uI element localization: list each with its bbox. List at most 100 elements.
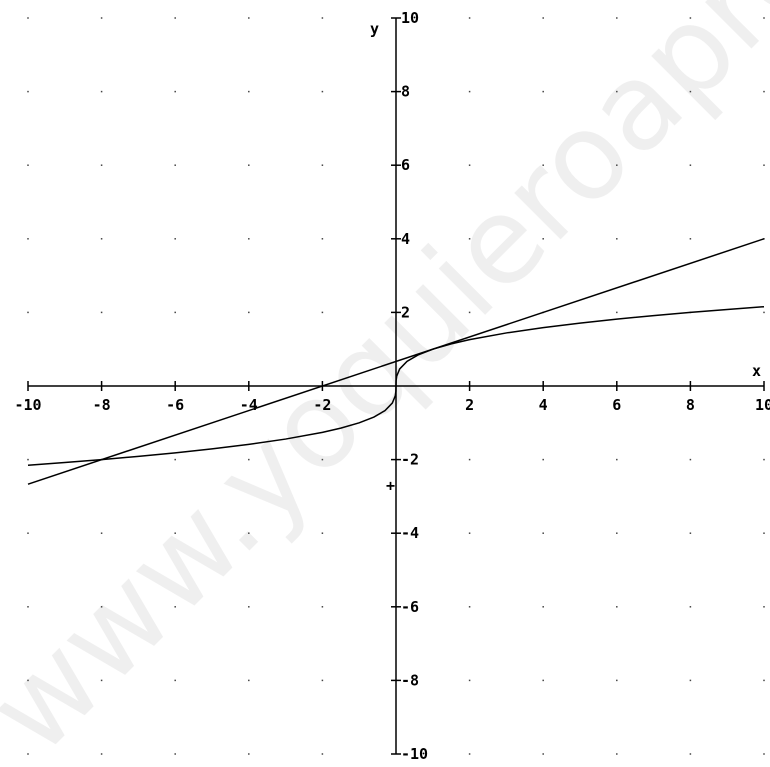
grid-dot xyxy=(689,90,692,93)
grid-dot xyxy=(542,458,544,461)
grid-dot xyxy=(763,164,765,166)
grid-dot xyxy=(174,679,176,682)
grid-dot xyxy=(763,458,765,461)
grid-dot xyxy=(174,458,176,461)
y-tick-label: -2 xyxy=(401,451,419,469)
grid-dot xyxy=(689,164,692,166)
y-tick-label: 6 xyxy=(401,156,410,174)
grid-dots xyxy=(27,17,765,755)
y-tick-label: -4 xyxy=(401,524,419,542)
grid-dot xyxy=(100,90,103,93)
grid-dot xyxy=(248,311,250,314)
grid-dot xyxy=(321,238,324,240)
grid-dot xyxy=(100,17,103,19)
grid-dot xyxy=(321,753,324,755)
series-layer xyxy=(27,238,765,485)
grid-dot xyxy=(763,532,765,534)
grid-dot xyxy=(100,164,103,166)
grid-dot xyxy=(542,753,544,755)
grid-dot xyxy=(100,606,103,608)
x-tick-label: -2 xyxy=(313,396,331,414)
grid-dot xyxy=(248,606,250,608)
grid-dot xyxy=(763,90,765,93)
grid-dot xyxy=(321,311,324,314)
annotation-marker: + xyxy=(386,476,395,494)
grid-dot xyxy=(27,606,29,608)
grid-dot xyxy=(468,311,471,314)
x-tick-label: 8 xyxy=(686,396,695,414)
grid-dot xyxy=(689,458,692,461)
x-tick-label: -6 xyxy=(166,396,184,414)
y-tick-label: 2 xyxy=(401,303,410,321)
x-tick-label: 10 xyxy=(755,396,770,414)
grid-dot xyxy=(248,90,250,93)
annotations: + xyxy=(386,476,395,494)
grid-dot xyxy=(542,238,544,240)
grid-dot xyxy=(542,679,544,682)
grid-dot xyxy=(763,606,765,608)
grid-dot xyxy=(542,164,544,166)
grid-dot xyxy=(542,17,544,19)
grid-dot xyxy=(248,164,250,166)
grid-dot xyxy=(174,606,176,608)
grid-dot xyxy=(321,90,324,93)
grid-dot xyxy=(321,17,324,19)
grid-dot xyxy=(468,606,471,608)
series-line-1 xyxy=(27,305,765,467)
grid-dot xyxy=(689,532,692,534)
grid-dot xyxy=(27,90,29,93)
y-tick-label: 10 xyxy=(401,9,419,27)
grid-dot xyxy=(542,606,544,608)
grid-dot xyxy=(468,679,471,682)
x-tick-label: 6 xyxy=(612,396,621,414)
grid-dot xyxy=(763,17,765,19)
grid-dot xyxy=(27,238,29,240)
grid-dot xyxy=(174,238,176,240)
grid-dot xyxy=(616,164,618,166)
grid-dot xyxy=(100,532,103,534)
grid-dot xyxy=(616,238,618,240)
grid-dot xyxy=(468,17,471,19)
x-tick-label: 4 xyxy=(539,396,548,414)
grid-dot xyxy=(689,238,692,240)
grid-dot xyxy=(321,679,324,682)
grid-dot xyxy=(321,458,324,461)
grid-dot xyxy=(616,311,618,314)
x-axis-label: x xyxy=(752,362,761,380)
grid-dot xyxy=(468,238,471,240)
grid-dot xyxy=(689,606,692,608)
grid-dot xyxy=(321,532,324,534)
grid-dot xyxy=(248,238,250,240)
grid-dot xyxy=(100,238,103,240)
grid-dot xyxy=(616,753,618,755)
grid-dot xyxy=(689,753,692,755)
grid-dot xyxy=(174,17,176,19)
grid-dot xyxy=(248,753,250,755)
y-axis-label: y xyxy=(370,20,379,38)
grid-dot xyxy=(321,164,324,166)
grid-dot xyxy=(27,17,29,19)
grid-dot xyxy=(248,458,250,461)
grid-dot xyxy=(468,164,471,166)
grid-dot xyxy=(174,753,176,755)
grid-dot xyxy=(27,458,29,461)
grid-dot xyxy=(27,164,29,166)
grid-dot xyxy=(616,458,618,461)
grid-dot xyxy=(763,679,765,682)
x-tick-label: -8 xyxy=(93,396,111,414)
grid-dot xyxy=(174,164,176,166)
grid-dot xyxy=(468,458,471,461)
grid-dot xyxy=(763,753,765,755)
grid-dot xyxy=(321,606,324,608)
grid-dot xyxy=(27,532,29,534)
series-line-2 xyxy=(27,238,765,485)
grid-dot xyxy=(174,90,176,93)
y-tick-label: -6 xyxy=(401,598,419,616)
grid-dot xyxy=(100,753,103,755)
grid-dot xyxy=(248,679,250,682)
grid-dot xyxy=(616,679,618,682)
grid-dot xyxy=(27,311,29,314)
grid-dot xyxy=(27,753,29,755)
